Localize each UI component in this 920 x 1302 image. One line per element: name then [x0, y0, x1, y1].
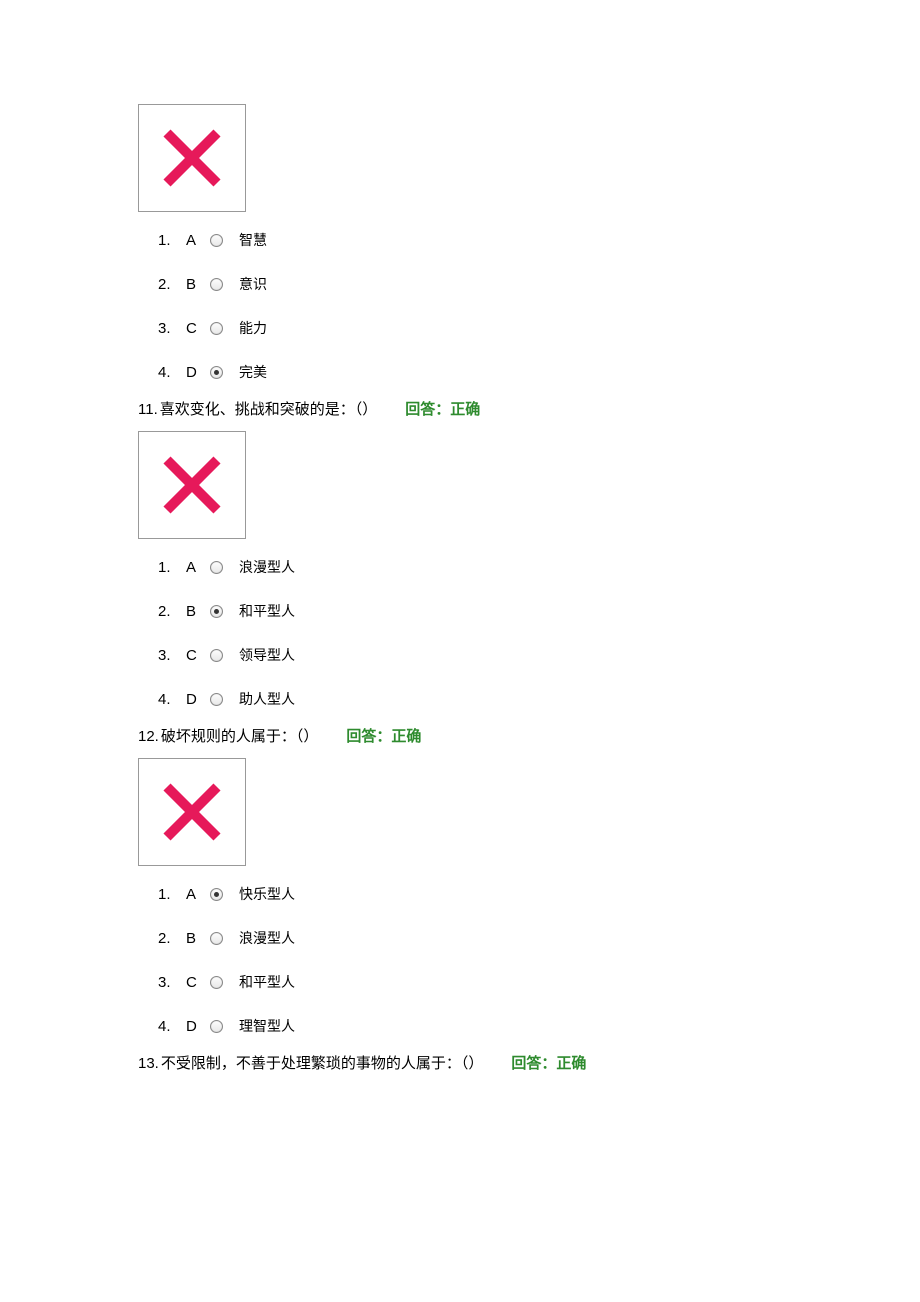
option-letter: D: [186, 1018, 210, 1035]
radio-button[interactable]: [210, 976, 223, 989]
question-header: 13.不受限制，不善于处理繁琐的事物的人属于：（） 回答：正确: [138, 1052, 782, 1073]
option-index: 1.: [158, 886, 186, 903]
image-placeholder-box: [138, 431, 246, 539]
option-row[interactable]: 1.A 浪漫型人: [158, 557, 782, 577]
radio-button[interactable]: [210, 278, 223, 291]
quiz-page: 1.A智慧2.B意识3.C能力4.D完美11.喜欢变化、挑战和突破的是：（）回答…: [0, 0, 920, 1205]
option-row[interactable]: 1.A 快乐型人: [158, 884, 782, 904]
image-placeholder-box: [138, 758, 246, 866]
option-index: 4.: [158, 364, 186, 381]
radio-button[interactable]: [210, 234, 223, 247]
options-list: 1.A 智慧 2.B 意识 3.C 能力 4.D 完美: [138, 230, 782, 382]
question-text: 喜欢变化、挑战和突破的是：（）: [160, 398, 378, 419]
option-label: 理智型人: [239, 1016, 295, 1036]
radio-button[interactable]: [210, 366, 223, 379]
option-label: 完美: [239, 362, 267, 382]
options-list: 1.A 浪漫型人 2.B 和平型人 3.C 领导型人 4.D 助人型人: [138, 557, 782, 709]
option-label: 浪漫型人: [239, 557, 295, 577]
option-label: 意识: [239, 274, 267, 294]
radio-button[interactable]: [210, 932, 223, 945]
question-number: 13.: [138, 1055, 159, 1072]
option-row[interactable]: 2.B 意识: [158, 274, 782, 294]
radio-button[interactable]: [210, 649, 223, 662]
radio-button[interactable]: [210, 888, 223, 901]
option-letter: D: [186, 691, 210, 708]
option-row[interactable]: 2.B 和平型人: [158, 601, 782, 621]
option-letter: C: [186, 647, 210, 664]
radio-button[interactable]: [210, 322, 223, 335]
option-index: 4.: [158, 1018, 186, 1035]
option-row[interactable]: 4.D 助人型人: [158, 689, 782, 709]
radio-button[interactable]: [210, 1020, 223, 1033]
option-row[interactable]: 1.A 智慧: [158, 230, 782, 250]
option-label: 领导型人: [239, 645, 295, 665]
option-letter: C: [186, 320, 210, 337]
option-label: 助人型人: [239, 689, 295, 709]
radio-button[interactable]: [210, 693, 223, 706]
option-row[interactable]: 3.C 和平型人: [158, 972, 782, 992]
image-placeholder-cross: [157, 123, 227, 193]
options-list: 1.A 快乐型人 2.B 浪漫型人 3.C 和平型人 4.D 理智型人: [138, 884, 782, 1036]
option-row[interactable]: 3.C 领导型人: [158, 645, 782, 665]
option-index: 2.: [158, 276, 186, 293]
option-index: 2.: [158, 603, 186, 620]
option-row[interactable]: 4.D 理智型人: [158, 1016, 782, 1036]
answer-feedback: 回答：正确: [405, 398, 480, 419]
option-label: 和平型人: [239, 601, 295, 621]
option-letter: B: [186, 930, 210, 947]
question-header: 11.喜欢变化、挑战和突破的是：（） 回答：正确: [138, 398, 782, 419]
option-letter: A: [186, 232, 210, 249]
radio-button[interactable]: [210, 605, 223, 618]
option-row[interactable]: 2.B 浪漫型人: [158, 928, 782, 948]
answer-feedback: 回答：正确: [346, 725, 421, 746]
option-row[interactable]: 3.C 能力: [158, 318, 782, 338]
option-label: 能力: [239, 318, 267, 338]
image-placeholder-cross: [157, 777, 227, 847]
question-header: 12.破坏规则的人属于：（） 回答：正确: [138, 725, 782, 746]
option-letter: D: [186, 364, 210, 381]
option-label: 和平型人: [239, 972, 295, 992]
answer-feedback: 回答：正确: [511, 1052, 586, 1073]
option-label: 浪漫型人: [239, 928, 295, 948]
option-index: 3.: [158, 647, 186, 664]
question-number: 12.: [138, 728, 159, 745]
image-placeholder-cross: [157, 450, 227, 520]
option-letter: A: [186, 559, 210, 576]
option-label: 智慧: [239, 230, 267, 250]
option-letter: B: [186, 276, 210, 293]
option-index: 3.: [158, 320, 186, 337]
option-letter: A: [186, 886, 210, 903]
option-index: 2.: [158, 930, 186, 947]
option-row[interactable]: 4.D 完美: [158, 362, 782, 382]
question-number: 11.: [138, 401, 158, 418]
radio-button[interactable]: [210, 561, 223, 574]
option-letter: B: [186, 603, 210, 620]
question-text: 不受限制，不善于处理繁琐的事物的人属于：（）: [161, 1052, 484, 1073]
option-index: 1.: [158, 232, 186, 249]
option-letter: C: [186, 974, 210, 991]
option-label: 快乐型人: [239, 884, 295, 904]
option-index: 1.: [158, 559, 186, 576]
image-placeholder-box: [138, 104, 246, 212]
option-index: 4.: [158, 691, 186, 708]
question-text: 破坏规则的人属于：（）: [161, 725, 319, 746]
option-index: 3.: [158, 974, 186, 991]
